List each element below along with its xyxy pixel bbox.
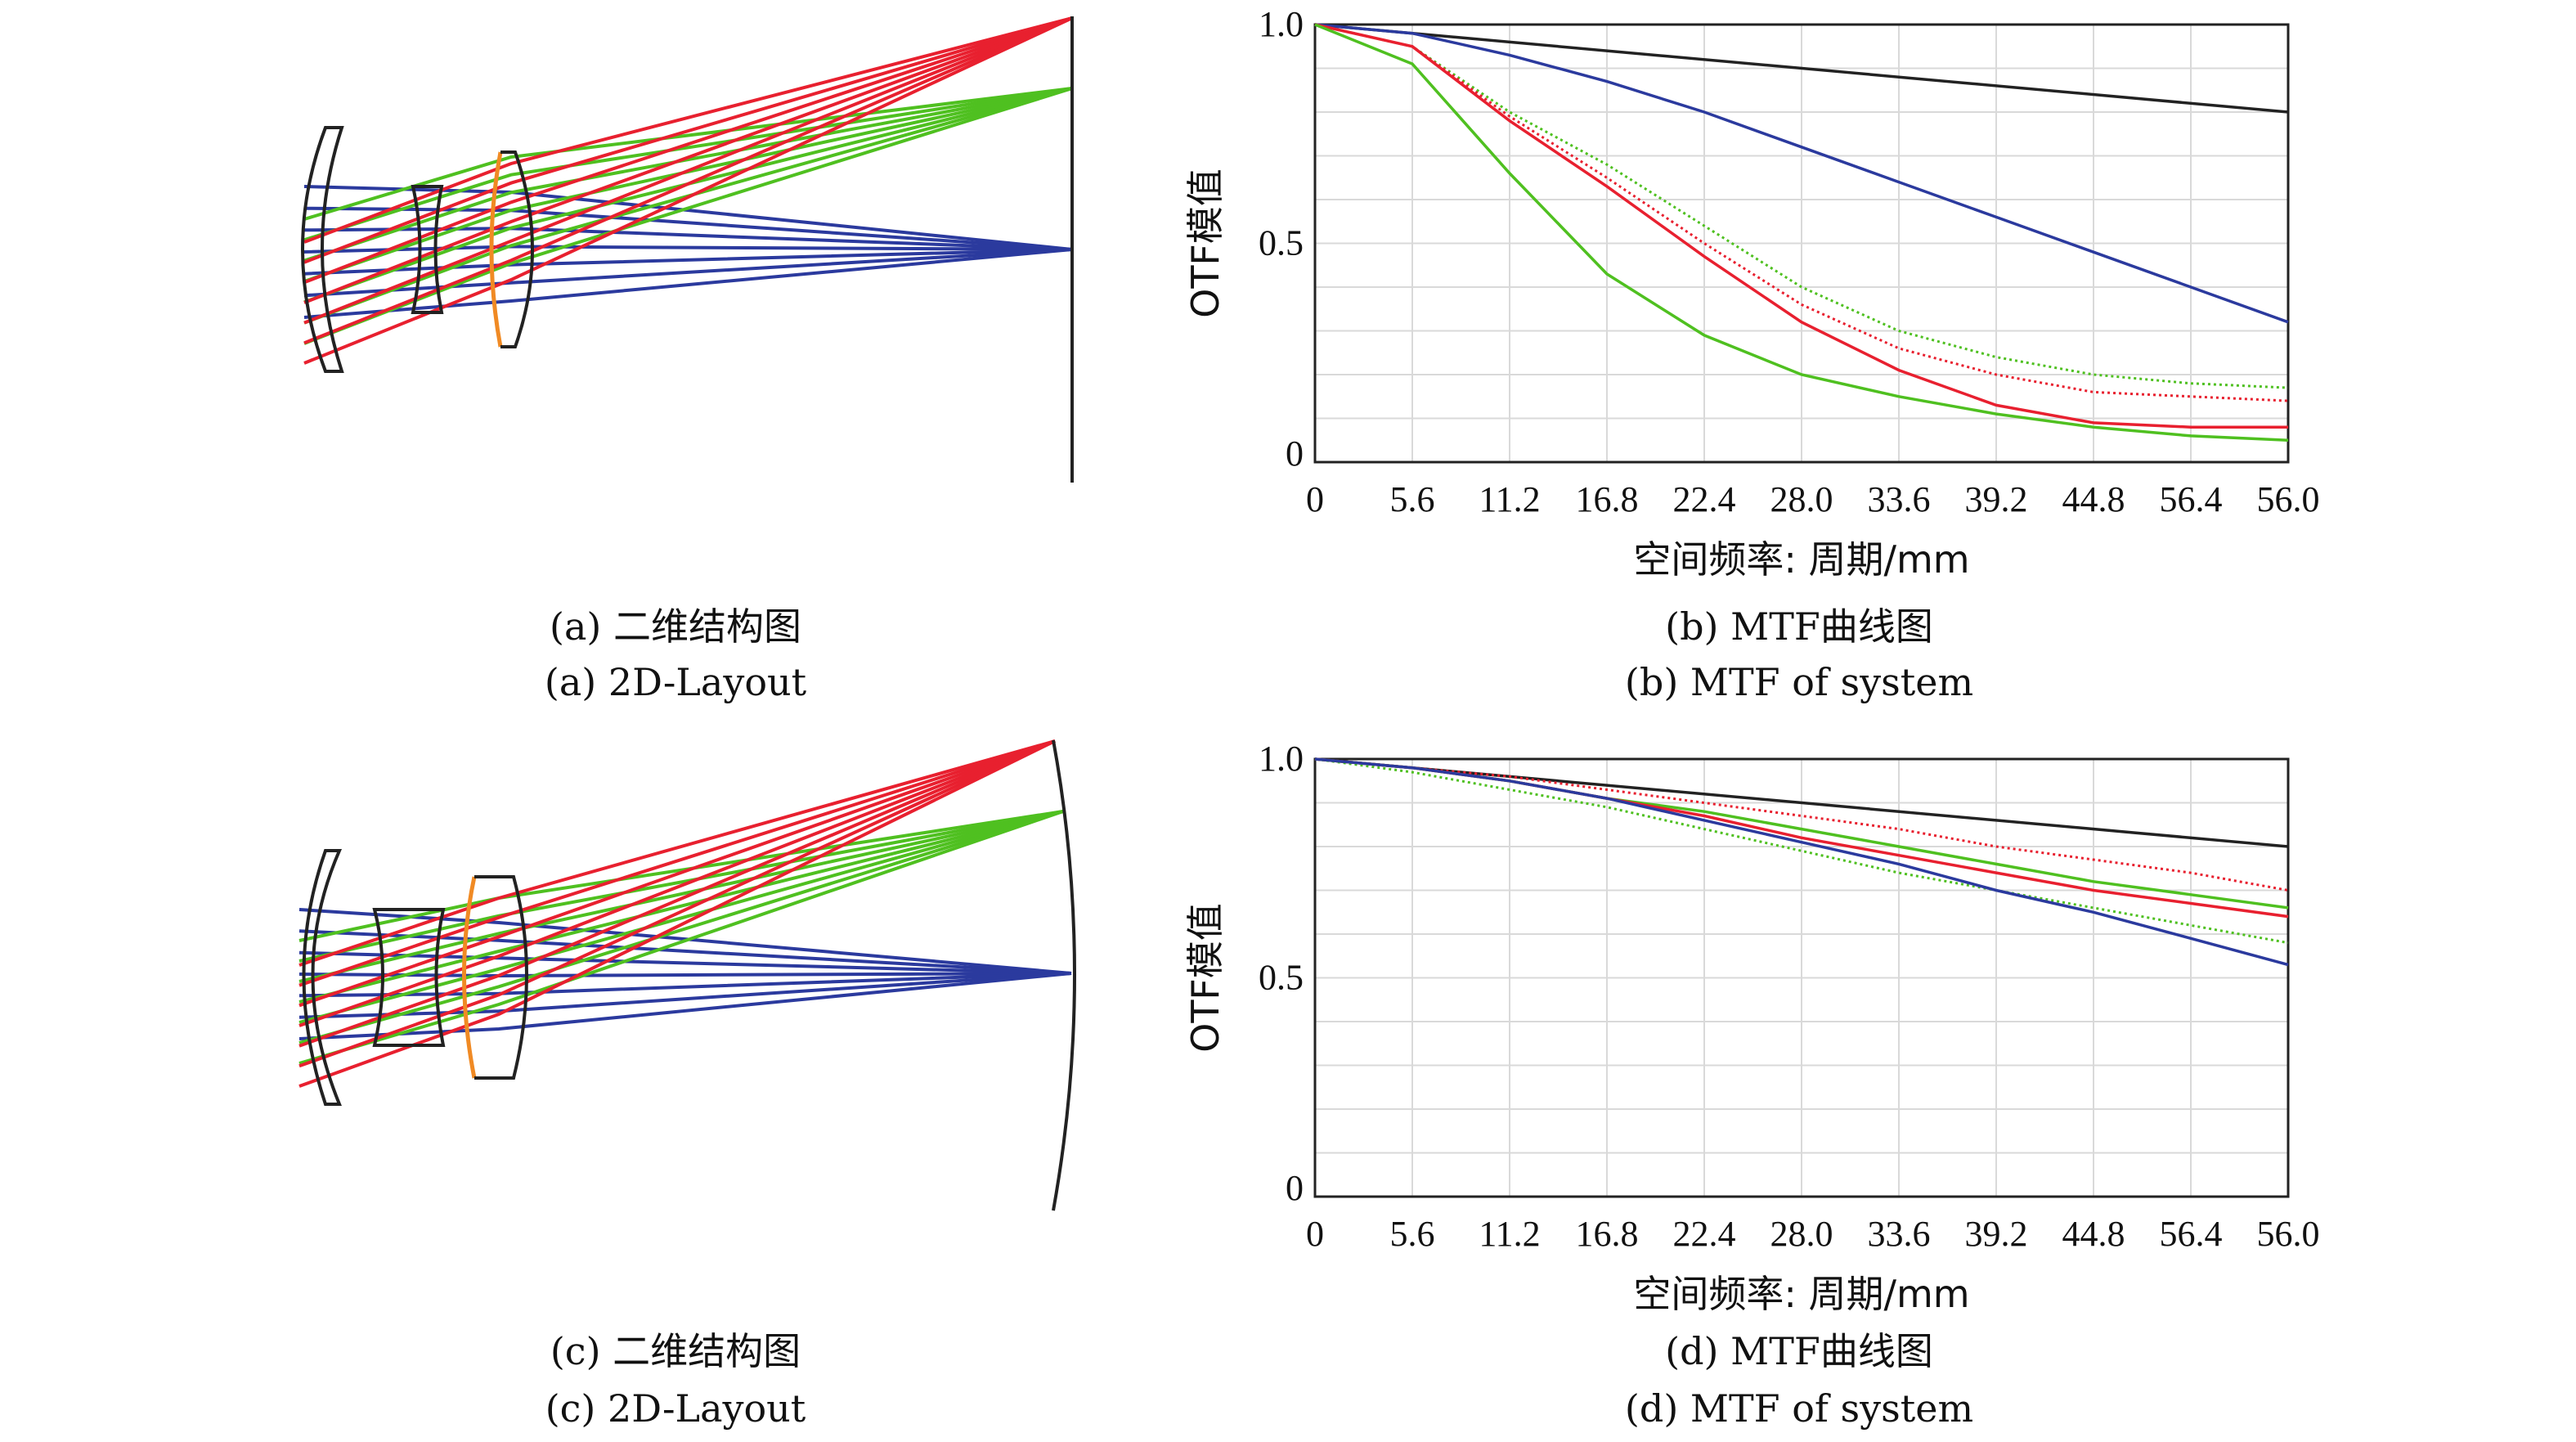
lens-3b-c	[474, 875, 528, 1080]
ray-blue	[303, 248, 1073, 319]
series-line-red-solid	[1314, 23, 2288, 429]
x-tick-label: 33.6	[1868, 1214, 1931, 1254]
caption-c-en: (c) 2D-Layout	[545, 1386, 806, 1431]
series-line-blue-solid	[1314, 757, 2289, 967]
y-tick-label: 0.5	[1259, 958, 1304, 998]
ray-green	[303, 87, 1073, 221]
x-tick-label: 16.8	[1576, 1214, 1639, 1254]
ray-red	[298, 739, 1056, 1027]
series-line-blue-solid	[1314, 23, 2289, 324]
ray-red	[298, 739, 1056, 987]
layout-c	[298, 739, 1076, 1211]
caption-a-en: (a) 2D-Layout	[545, 660, 807, 704]
ray-red	[303, 16, 1073, 244]
ray-blue	[298, 950, 1072, 975]
ray-red	[298, 739, 1056, 1068]
series-line-green-dotted	[1314, 757, 2289, 945]
y-tick-label: 0	[1286, 1168, 1304, 1208]
ray-blue	[298, 908, 1072, 975]
caption-d-cn: (d) MTF曲线图	[1665, 1329, 1933, 1373]
ray-green	[303, 87, 1073, 263]
ray-red	[298, 739, 1056, 1048]
y-tick-label: 1.0	[1259, 4, 1304, 44]
x-tick-label: 33.6	[1868, 479, 1931, 519]
ray-red	[298, 739, 1056, 967]
x-tick-label: 22.4	[1673, 479, 1736, 519]
mtf-chart-d: 0 5.6 11.2 16.8 22.4 28.0 33.6 39.2 44.8 56.4 56.0…	[1183, 739, 2320, 1316]
x-tick-label: 11.2	[1479, 1214, 1540, 1254]
x-tick-label: 16.8	[1576, 479, 1639, 519]
layout-a	[301, 16, 1074, 483]
y-tick-label: 0	[1286, 433, 1304, 474]
series-line-black-solid	[1314, 23, 2289, 114]
image-plane-c	[1052, 739, 1076, 1211]
x-tick-label: 0	[1306, 1214, 1324, 1254]
ray-blue	[298, 972, 1072, 1019]
caption-c-cn: (c) 二维结构图	[550, 1329, 801, 1373]
caption-a-cn: (a) 二维结构图	[550, 604, 801, 649]
x-tick-label: 56.4	[2160, 1214, 2223, 1254]
x-axis-label: 空间频率: 周期/mm	[1633, 537, 1969, 582]
ray-red	[303, 16, 1073, 285]
x-tick-label: 56.4	[2160, 479, 2223, 519]
ray-red	[298, 739, 1056, 1088]
ray-red	[303, 16, 1073, 304]
ray-blue	[303, 248, 1073, 298]
lens-3-a	[489, 151, 503, 348]
ray-green	[298, 810, 1064, 1024]
x-tick-label: 56.0	[2257, 1214, 2320, 1254]
x-tick-label: 56.0	[2257, 479, 2320, 519]
y-axis-label: OTF模值	[1183, 903, 1227, 1053]
ray-green	[298, 810, 1064, 983]
ray-red	[303, 16, 1073, 345]
series-line-black-solid	[1314, 757, 2289, 848]
mtf-chart-b: 0 5.6 11.2 16.8 22.4 28.0 33.6 39.2 44.8 56.4 56.0…	[1183, 4, 2320, 582]
ray-red	[303, 16, 1073, 325]
caption-b-cn: (b) MTF曲线图	[1665, 604, 1933, 649]
x-tick-label: 28.0	[1770, 479, 1833, 519]
series-line-green-solid	[1314, 23, 2289, 442]
series-line-green-dotted	[1314, 23, 2289, 389]
ray-bundle-c	[298, 739, 1072, 1088]
x-tick-label: 39.2	[1965, 1214, 2028, 1254]
x-tick-label: 22.4	[1673, 1214, 1736, 1254]
x-tick-label: 0	[1306, 479, 1324, 519]
series-line-red-dotted	[1314, 23, 2289, 402]
plot-frame	[1313, 23, 2290, 464]
x-tick-label: 39.2	[1965, 479, 2028, 519]
ray-bundle-a	[303, 16, 1073, 365]
x-axis-label: 空间频率: 周期/mm	[1633, 1272, 1969, 1316]
ray-red	[303, 16, 1073, 264]
caption-d-en: (d) MTF of system	[1625, 1386, 1973, 1431]
ray-blue	[298, 972, 1072, 1040]
ray-blue	[298, 929, 1072, 975]
lens-3b-a	[500, 150, 534, 348]
x-tick-label: 5.6	[1390, 479, 1435, 519]
lens-2-c	[372, 908, 446, 1047]
ray-green	[303, 87, 1073, 283]
x-tick-label: 44.8	[2062, 1214, 2125, 1254]
ray-green	[298, 810, 1064, 942]
lens-3-c	[462, 876, 477, 1079]
ray-green	[303, 87, 1073, 242]
x-tick-label: 11.2	[1479, 479, 1540, 519]
x-tick-label: 44.8	[2062, 479, 2125, 519]
x-tick-label: 28.0	[1770, 1214, 1833, 1254]
lens-1-c	[302, 849, 343, 1106]
ray-green	[298, 810, 1064, 1004]
ray-red	[298, 739, 1056, 1008]
x-tick-label: 5.6	[1390, 1214, 1435, 1254]
lens-2-a	[411, 185, 444, 314]
plot-frame	[1313, 757, 2290, 1198]
lens-1-a	[301, 126, 344, 373]
y-axis-label: OTF模值	[1183, 168, 1227, 318]
caption-b-en: (b) MTF of system	[1625, 660, 1973, 704]
ray-red	[303, 16, 1073, 365]
y-tick-label: 1.0	[1259, 739, 1304, 779]
y-tick-label: 0.5	[1259, 223, 1304, 263]
